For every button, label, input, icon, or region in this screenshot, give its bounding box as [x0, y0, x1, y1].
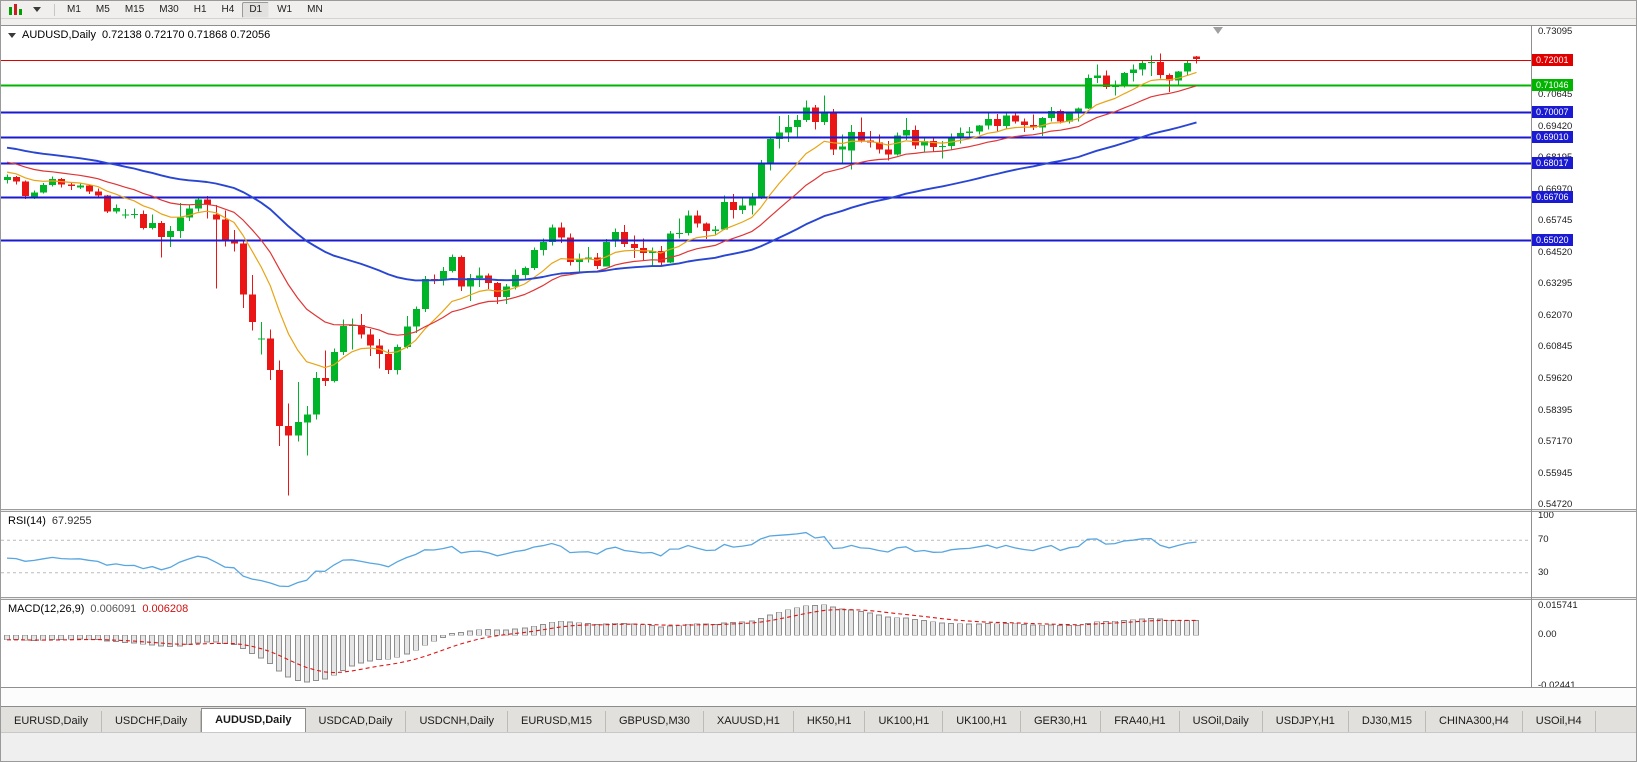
candlestick-chart-icon[interactable]: [5, 3, 25, 17]
chevron-down-icon: [33, 7, 41, 12]
chart-shift-marker[interactable]: [1213, 27, 1223, 34]
macd-histogram: [4, 604, 1199, 683]
chart-tab-dj30-m15[interactable]: DJ30,M15: [1349, 711, 1427, 732]
chart-tabs-bar: EURUSD,Daily USDCHF,Daily AUDUSD,Daily USDC…: [1, 706, 1636, 732]
timeframe-button-m30[interactable]: M30: [159, 3, 179, 15]
macd-signal-line: [7, 609, 1197, 674]
timeframe-button-h1[interactable]: H1: [193, 3, 207, 15]
chart-tab-gbpusd-m30[interactable]: GBPUSD,M30: [606, 711, 704, 732]
timeframe-toolbar: M1 M5 M15 M30 H1 H4 D1 W1 MN: [60, 1, 331, 18]
chart-tab-xauusd-h1[interactable]: XAUUSD,H1: [704, 711, 794, 732]
price-line-tag[interactable]: 0.70007: [1532, 106, 1573, 118]
price-scale-border: [1531, 25, 1532, 688]
chart-tab-eurusd-daily[interactable]: EURUSD,Daily: [1, 711, 102, 732]
chart-tab-hk50-h1[interactable]: HK50,H1: [794, 711, 866, 732]
chart-dropdown-icon[interactable]: [27, 3, 47, 17]
main-rsi-separator[interactable]: [1, 509, 1636, 512]
time-axis-border: [1, 687, 1636, 688]
candles: [4, 53, 1200, 496]
toolbar: M1 M5 M15 M30 H1 H4 D1 W1 MN: [1, 1, 1636, 19]
toolbar-separator: [54, 3, 55, 16]
timeframe-button-m5[interactable]: M5: [95, 3, 110, 15]
price-line-tag[interactable]: 0.69010: [1532, 131, 1573, 143]
rsi-line: [6, 531, 1197, 588]
timeframe-button-w1[interactable]: W1: [277, 3, 293, 15]
toolbar-gap: [1, 19, 1636, 25]
timeframe-button-d1[interactable]: D1: [242, 1, 270, 18]
chart-tab-usdchf-daily[interactable]: USDCHF,Daily: [102, 711, 202, 732]
timeframe-button-m15[interactable]: M15: [124, 3, 145, 15]
chart-tab-eurusd-m15[interactable]: EURUSD,M15: [508, 711, 606, 732]
price-line-tag[interactable]: 0.65020: [1532, 234, 1573, 246]
moving-average-20: [6, 85, 1197, 336]
price-line-tag[interactable]: 0.71046: [1532, 79, 1573, 91]
chart-tab-fra40-h1[interactable]: FRA40,H1: [1101, 711, 1180, 732]
chart-top-border: [1, 25, 1636, 26]
price-line-tag[interactable]: 0.72001: [1532, 54, 1573, 66]
chart-tab-usdjpy-h1[interactable]: USDJPY,H1: [1263, 711, 1349, 732]
chart-tab-usdcnh-daily[interactable]: USDCNH,Daily: [406, 711, 509, 732]
price-line-tag[interactable]: 0.68017: [1532, 157, 1573, 169]
price-line-tag[interactable]: 0.66706: [1532, 191, 1573, 203]
chart-tab-audusd-daily[interactable]: AUDUSD,Daily: [201, 708, 306, 732]
rsi-macd-separator[interactable]: [1, 597, 1636, 600]
status-bar: [1, 732, 1636, 761]
symbol-dropdown-icon[interactable]: [8, 32, 16, 38]
chart-tab-china300-h4[interactable]: CHINA300,H4: [1426, 711, 1523, 732]
time-axis[interactable]: [1, 688, 1636, 706]
chart-tab-usdcad-daily[interactable]: USDCAD,Daily: [306, 711, 407, 732]
moving-average-10: [6, 71, 1197, 369]
chart-tab-usoil-h4[interactable]: USOil,H4: [1523, 711, 1596, 732]
chart-tab-usoil-daily[interactable]: USOil,Daily: [1180, 711, 1263, 732]
chart-tab-uk100-h1[interactable]: UK100,H1: [943, 711, 1021, 732]
moving-average-50: [6, 121, 1197, 282]
chart-tab-uk100-h1[interactable]: UK100,H1: [865, 711, 944, 732]
chart-tab-ger30-h1[interactable]: GER30,H1: [1021, 711, 1102, 732]
timeframe-button-h4[interactable]: H4: [221, 3, 235, 15]
candlestick-glyph: [8, 4, 22, 15]
horizontal-lines[interactable]: [1, 59, 1531, 242]
timeframe-button-mn[interactable]: MN: [307, 3, 323, 15]
timeframe-button-m1[interactable]: M1: [67, 3, 81, 15]
